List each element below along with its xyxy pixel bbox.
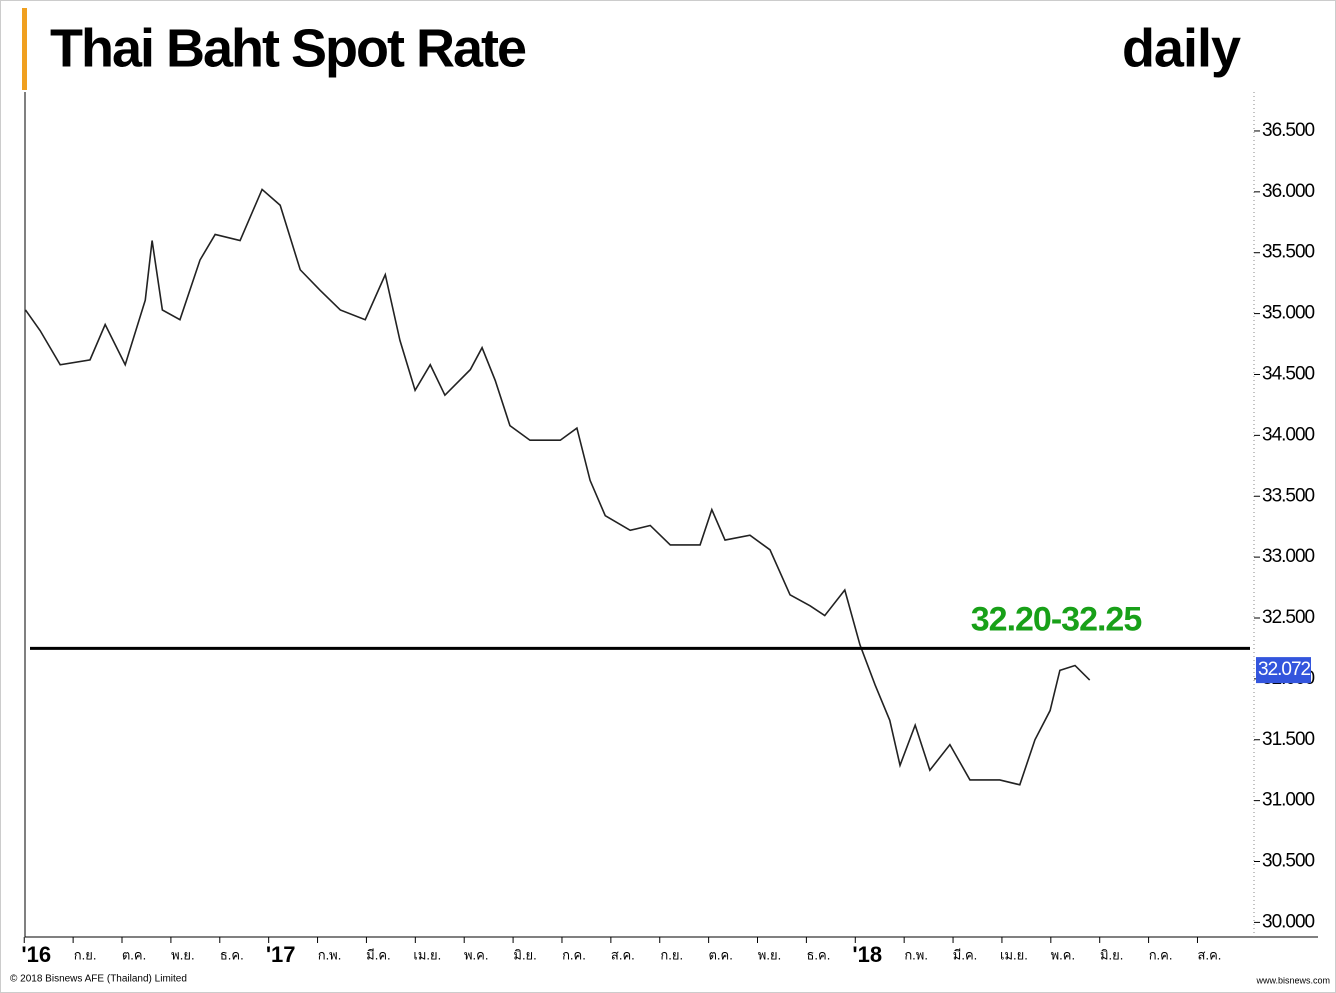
last-value-label: 32.072 bbox=[1258, 659, 1311, 680]
x-tick-label: ก.ย. bbox=[74, 947, 97, 962]
x-tick-label: ต.ค. bbox=[708, 947, 732, 962]
x-tick-label: ส.ค. bbox=[1198, 947, 1222, 962]
x-tick-label: ส.ค. bbox=[611, 947, 635, 962]
x-tick-label: เม.ย. bbox=[1000, 947, 1028, 962]
y-tick-label: 32.500 bbox=[1262, 607, 1315, 628]
copyright: © 2018 Bisnews AFE (Thailand) Limited bbox=[10, 974, 187, 985]
x-tick-label: พ.ค. bbox=[464, 947, 489, 962]
last-value-tag bbox=[1256, 657, 1311, 684]
y-tick-label: 30.000 bbox=[1262, 911, 1315, 932]
x-tick-label: พ.ย. bbox=[758, 947, 781, 962]
x-tick-label: '16 bbox=[21, 942, 51, 967]
y-tick-label: 30.500 bbox=[1262, 851, 1315, 872]
level-annotation: 32.20-32.25 bbox=[971, 600, 1142, 638]
x-tick-label: '17 bbox=[266, 942, 296, 967]
x-tick-label: มี.ค. bbox=[953, 947, 978, 962]
x-tick-label: พ.ค. bbox=[1051, 947, 1076, 962]
y-tick-label: 35.000 bbox=[1262, 303, 1315, 324]
y-tick-label: 31.000 bbox=[1262, 790, 1315, 811]
x-tick-label: มิ.ย. bbox=[1100, 947, 1123, 962]
x-tick-label: เม.ย. bbox=[413, 947, 441, 962]
x-tick-label: ต.ค. bbox=[122, 947, 146, 962]
x-tick-label: ก.ย. bbox=[660, 947, 683, 962]
x-tick-label: มี.ค. bbox=[366, 947, 391, 962]
x-tick-label: ก.ค. bbox=[562, 947, 586, 962]
x-tick-label: '18 bbox=[852, 942, 882, 967]
y-tick-label: 34.500 bbox=[1262, 363, 1315, 384]
x-tick-label: มิ.ย. bbox=[513, 947, 536, 962]
line-series bbox=[24, 188, 1091, 786]
source: www.bisnews.com bbox=[1255, 975, 1330, 985]
y-tick-label: 31.500 bbox=[1262, 729, 1315, 750]
chart-subtitle: daily bbox=[1122, 18, 1241, 78]
y-tick-label: 34.000 bbox=[1262, 424, 1315, 445]
x-tick-label: ก.พ. bbox=[904, 947, 928, 962]
title-accent bbox=[22, 8, 27, 90]
x-tick-label: ก.ค. bbox=[1149, 947, 1173, 962]
y-tick-label: 33.000 bbox=[1262, 546, 1315, 567]
y-tick-label: 36.500 bbox=[1262, 120, 1315, 141]
y-tick-label: 33.500 bbox=[1262, 485, 1315, 506]
y-tick-label: 36.000 bbox=[1262, 181, 1315, 202]
x-tick-label: พ.ย. bbox=[171, 947, 194, 962]
chart-title: Thai Baht Spot Rate bbox=[50, 18, 526, 78]
x-tick-label: ธ.ค. bbox=[220, 947, 244, 962]
y-tick-label: 35.500 bbox=[1262, 242, 1315, 263]
x-tick-label: ก.พ. bbox=[318, 947, 342, 962]
x-tick-label: ธ.ค. bbox=[806, 947, 830, 962]
